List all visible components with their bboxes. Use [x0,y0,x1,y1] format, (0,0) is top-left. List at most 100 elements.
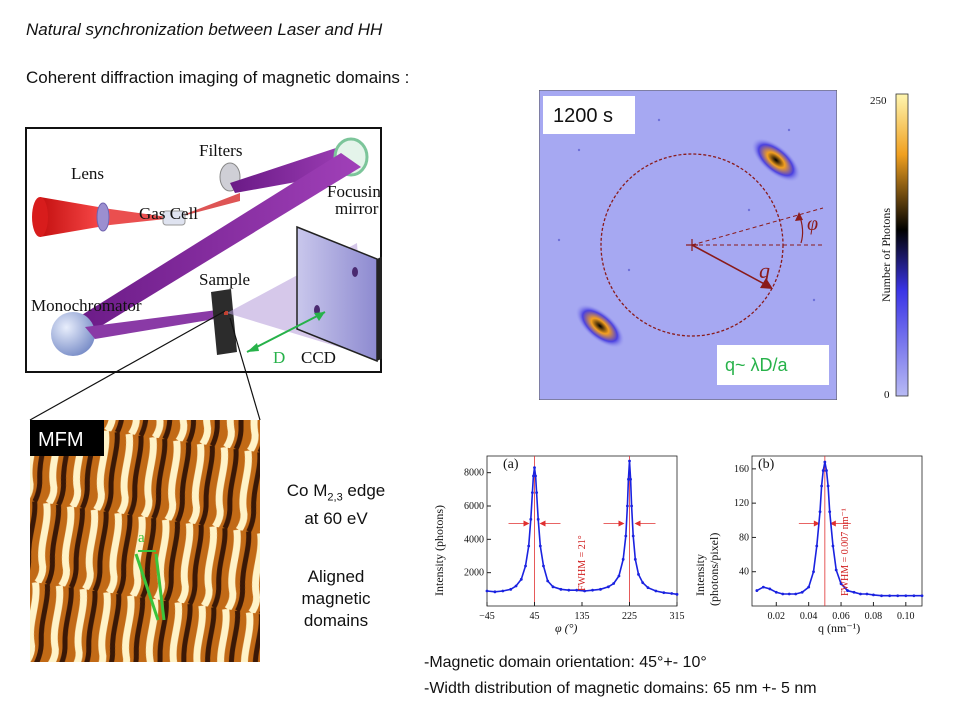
diffraction-pattern: φ q 1200 s q~ λD/a [539,90,837,400]
chart-b-point [807,585,811,589]
chart-a-point [670,592,674,595]
chart-a-fwhm-arrow-r-0 [539,520,546,527]
chart-a-point [546,579,550,583]
lens-shape [96,202,110,232]
laser-beam [40,197,110,237]
chart-a-point [583,589,587,593]
label-monochromator: Monochromator [31,296,142,315]
chart-b-point [834,568,838,572]
chart-a-xtick-label: −45 [479,611,495,622]
chart-b-point [818,510,822,514]
chart-a-point [621,557,625,561]
chart-a-xtick-label: 135 [575,611,590,622]
chart-a-point [501,589,505,593]
aligned-text: Aligned magnetic domains [276,566,396,632]
chart-b-point [839,582,843,586]
chart-a-point [606,585,610,589]
chart-a-point [612,582,616,585]
chart-a-ytick-label: 2000 [464,568,484,579]
slide-title: Natural synchronization between Laser an… [26,20,383,39]
chart-a-point [551,585,555,589]
chart-b-point [920,594,924,598]
chart-b-xtick-label: 0.02 [768,611,786,622]
chart-a-xtick-label: 45 [530,611,540,622]
chart-a-ytick-label: 6000 [464,501,484,512]
chart-a-point [533,466,536,470]
chart-b-frame [751,455,923,607]
chart-a-point [509,587,513,591]
chart-a-panel: (a) [503,457,519,472]
chart-b-point [880,594,883,598]
mfm-label: MFM [38,429,84,451]
chart-a-xtick-label: 225 [622,611,637,622]
chart-a-point [514,584,518,588]
chart-b-fwhm-arrow-l-0 [813,520,820,527]
chart-b-panel: (b) [758,457,775,472]
edge-sub: 2,3 [327,491,343,504]
chart-b-xlabel: q (nm⁻¹) [818,621,860,635]
gas-cell-shape [162,210,186,226]
colorbar: 250 0 Number of Photons [870,93,909,401]
chart-b-point [823,460,827,464]
chart-a-point [527,544,531,548]
setup-diagram: Lens Filters Gas Cell Focusing mirror Sa… [25,127,382,373]
chart-b-point [781,592,785,596]
exposure-label: 1200 s [553,105,613,127]
chart-b-point [865,592,869,596]
chart-a-point [627,477,630,481]
chart-a-point [625,504,629,508]
mfm-image: MFM a [30,420,260,662]
chart-a-point [641,581,645,585]
chart-b-point [774,590,778,594]
chart-a-point [534,474,537,478]
chart-b-point [826,484,830,488]
chart-a-point [631,534,635,538]
chart-b-ytick-label: 80 [739,532,749,543]
chart-b-point [800,590,804,594]
phi-symbol: φ [807,213,818,235]
label-distance: D [273,348,285,367]
chart-b-point [820,484,824,488]
chart-b-point [768,587,772,591]
chart-a-point [524,564,527,568]
chart-b-point [821,469,825,472]
chart-b-point [794,592,798,596]
chart-b-xtick-label: 0.10 [897,611,915,622]
magnetic-word: magnetic [301,589,371,608]
edge-text: Co M2,3 edge at 60 eV [276,480,396,530]
chart-a-point [559,587,563,591]
chart-a-plot: −45 45 135 225 315 2000 4000 6000 8000 [464,455,685,622]
chart-b-point [815,544,819,548]
chart-a-point [529,517,533,521]
q-formula-label: q~ λD/a [725,355,789,375]
chart-b-point [825,469,828,472]
colorbar-min: 0 [884,389,890,401]
chart-b-fwhm-arrow-r-0 [829,520,836,527]
chart-a-point [567,588,571,592]
monochromator-shape [51,312,95,356]
domains-word: domains [303,611,369,630]
chart-a-point [637,572,640,576]
label-sample: Sample [199,270,250,289]
chart-a-point [646,586,650,590]
chart-b-point [888,594,892,598]
chart-a-point [599,587,602,591]
chart-a-point [628,459,631,463]
chart-a-fwhm-arrow-l-0 [523,520,530,527]
chart-a-xlabel: φ (°) [555,621,577,635]
chart-b-point [761,585,765,589]
label-gas-cell: Gas Cell [139,204,198,223]
chart-a-ytick-label: 8000 [464,468,484,479]
edge-prefix: Co M [286,481,328,500]
chart-a-point [532,474,535,478]
q-arrow [691,244,771,288]
chart-a-ylabel: Intensity (photons) [432,505,446,596]
chart-a-point [538,544,542,548]
aligned-word: Aligned [307,567,365,586]
chart-a-point [535,491,539,495]
chart-b-xtick-label: 0.04 [800,611,818,622]
chart-a-point [530,491,534,495]
chart-b-xtick-label: 0.08 [865,611,883,622]
chart-b-ylabel-1: Intensity [693,554,707,596]
chart-a-point [519,577,523,581]
